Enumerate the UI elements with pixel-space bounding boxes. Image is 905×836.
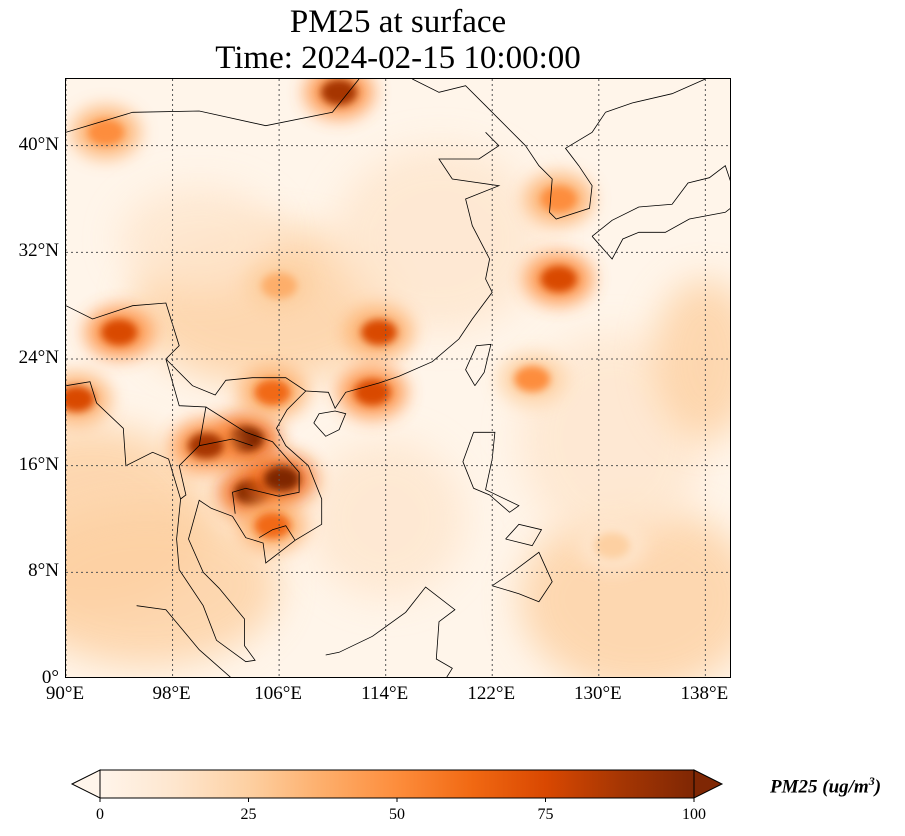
coastline-border-15: [199, 438, 253, 447]
coastline-border-2: [136, 605, 231, 677]
colorbar-unit-label: PM25 (ug/m3): [770, 774, 881, 798]
lon-tick-label: 98°E: [152, 683, 191, 704]
graticule-gridlines: [66, 79, 730, 677]
colorbar-ramp: [99, 769, 695, 799]
hotspot-southern-laos: [247, 453, 316, 505]
map-title-line1: PM25 at surface: [289, 4, 507, 40]
hotspot-hebei-inner-mongolia: [305, 79, 374, 119]
haze-patch-4: [518, 505, 730, 677]
coastline-border-1: [66, 381, 323, 663]
hotspot-myanmar-west: [66, 373, 111, 425]
coastline-border-16: [258, 525, 296, 541]
coastline-border-9: [525, 112, 606, 220]
pm25-map-svg: [66, 79, 730, 677]
lon-tick-label: 114°E: [361, 683, 409, 704]
haze-patch-3: [332, 145, 546, 333]
hotspot-south-cambodia-coast: [238, 499, 307, 552]
colorbar-tick-label: 25: [240, 806, 257, 823]
hotspot-jiangxi-hunan: [345, 306, 414, 359]
colorbar-low-extend-triangle: [70, 769, 101, 799]
hotspot-east-china-sea-plume: [524, 253, 593, 305]
haze-patch-8: [119, 185, 280, 293]
lat-tick-label: 32°N: [18, 240, 59, 262]
colorbar-high-extend-triangle: [693, 769, 724, 799]
coastline-border-8: [505, 523, 543, 547]
coastline-border-3: [325, 586, 456, 677]
colorbar-tick-label: 75: [537, 806, 554, 823]
coastline-border-5: [465, 343, 492, 386]
coastline-border-18: [412, 79, 526, 146]
colorbar-tick-label: 0: [96, 806, 104, 823]
coastline-border-11: [605, 79, 706, 113]
colorbar-unit-superscript: 3: [868, 774, 875, 788]
lon-tick-label: 138°E: [680, 683, 729, 704]
colorbar-tick-label: 50: [389, 806, 405, 823]
hotspot-northern-thailand: [171, 419, 240, 472]
lat-tick-label: 0°: [41, 667, 59, 688]
hotspot-guangxi-north-vietnam: [238, 366, 307, 419]
lat-tick-label: 16°N: [18, 453, 59, 475]
map-title-line2: Time: 2024-02-15 10:00:00: [215, 40, 581, 76]
hotspot-assam-valley: [85, 306, 154, 359]
coastline-border-6: [462, 431, 520, 513]
hotspot-korea-east: [524, 173, 593, 225]
hotspot-taklimakan-edge: [71, 106, 140, 159]
lon-tick-label: 130°E: [573, 683, 622, 704]
hotspot-guangdong: [338, 366, 407, 419]
coastline-border-4: [313, 410, 347, 437]
coastline-border-0: [305, 132, 501, 410]
hotspot-philippine-sea: [578, 519, 647, 572]
coastlines-borders: [66, 79, 730, 677]
pm25-concentration-field: [66, 79, 730, 677]
map-panel: [65, 78, 731, 678]
lon-tick-label: 106°E: [254, 683, 302, 704]
colorbar-unit-close: ): [874, 776, 882, 798]
lon-tick-label: 90°E: [45, 683, 85, 704]
lat-tick-label: 40°N: [18, 133, 59, 155]
hotspot-taiwan-strait-south: [498, 353, 567, 405]
colorbar: [70, 769, 724, 802]
coastline-border-12: [66, 302, 307, 396]
colorbar-tickmarks: [99, 798, 695, 802]
lat-tick-label: 8°N: [28, 560, 59, 582]
coastline-border-14: [205, 406, 300, 514]
lat-tick-label: 24°N: [18, 347, 59, 368]
coastline-border-17: [66, 79, 360, 133]
coastline-border-10: [591, 165, 730, 260]
colorbar-unit-text: PM25 (ug/m: [770, 776, 869, 798]
colorbar-tick-label: 100: [682, 806, 706, 823]
lon-tick-label: 122°E: [467, 683, 516, 704]
